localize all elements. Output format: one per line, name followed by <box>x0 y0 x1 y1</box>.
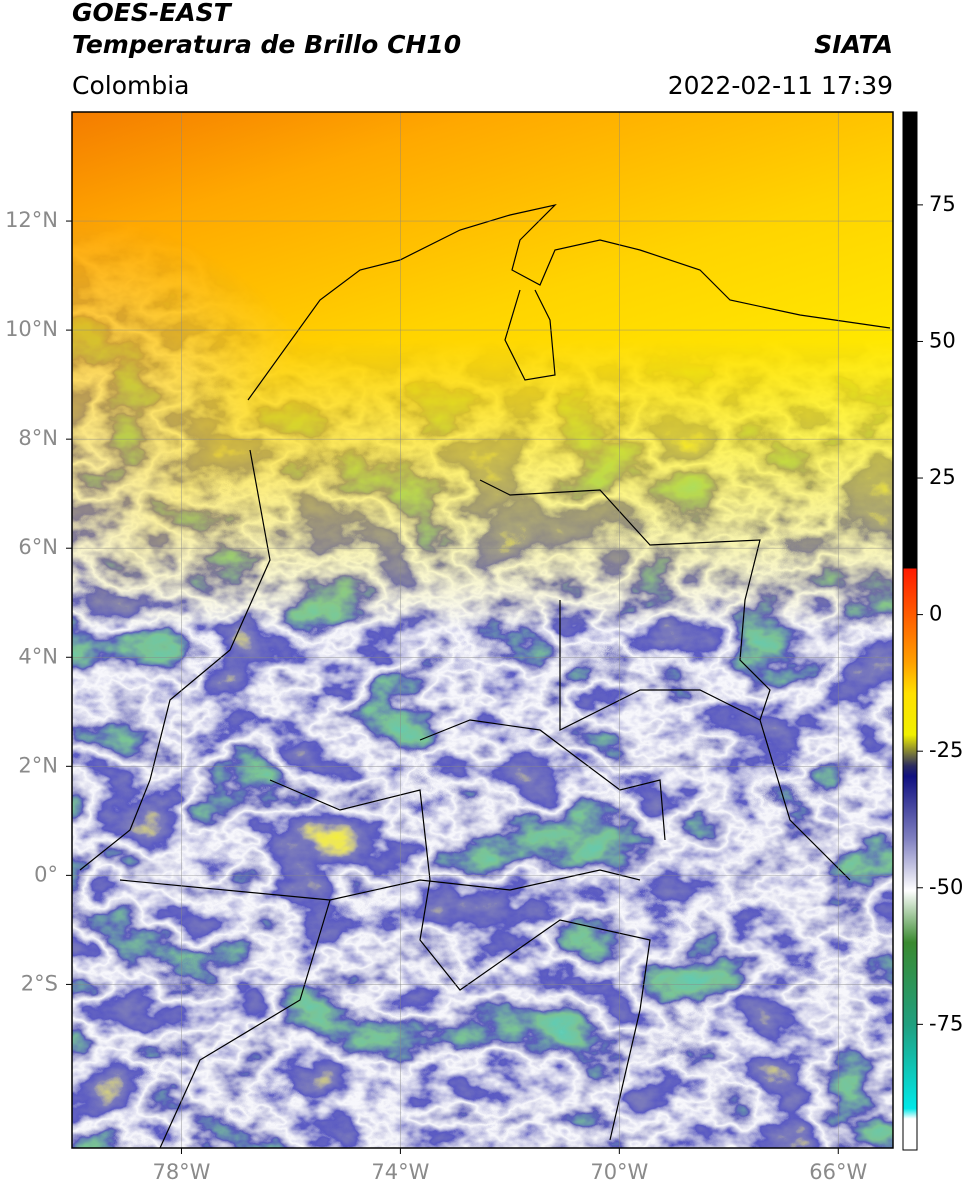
grid <box>72 112 893 1148</box>
x-tick-label: 74°W <box>371 1160 429 1184</box>
colorbar-tick-label: 50 <box>929 328 956 352</box>
x-tick-label: 70°W <box>590 1160 648 1184</box>
satellite-image <box>72 112 893 1148</box>
y-tick-label: 6°N <box>18 535 58 559</box>
y-tick-label: 0° <box>34 862 58 886</box>
clouds <box>72 112 893 1148</box>
y-tick-label: 2°S <box>21 971 58 995</box>
date: 2022-02-11 17:39 <box>668 71 893 100</box>
colorbar-tick-label: 75 <box>929 192 956 216</box>
title-line: Temperatura de Brillo CH10 <box>72 30 461 59</box>
y-tick-label: 4°N <box>18 644 58 668</box>
y-tick-label: 12°N <box>5 208 58 232</box>
colorbar-tick-label: -50 <box>929 875 963 899</box>
subtitle: Colombia <box>72 71 189 100</box>
colorbar-tick-label: 25 <box>929 465 956 489</box>
borders <box>79 203 891 1148</box>
colorbar <box>902 111 918 1151</box>
colorbar-tick-label: 0 <box>929 602 942 626</box>
y-tick-label: 8°N <box>18 426 58 450</box>
y-tick-label: 2°N <box>18 753 58 777</box>
source: SIATA <box>814 30 893 59</box>
colorbar-tick-label: -25 <box>929 738 963 762</box>
colorbar-tick-label: -75 <box>929 1011 963 1035</box>
x-tick-label: 78°W <box>152 1160 210 1184</box>
map-frame <box>71 111 894 1149</box>
title-line: GOES-EAST <box>72 0 233 27</box>
y-tick-label: 10°N <box>5 317 58 341</box>
x-tick-label: 66°W <box>809 1160 867 1184</box>
